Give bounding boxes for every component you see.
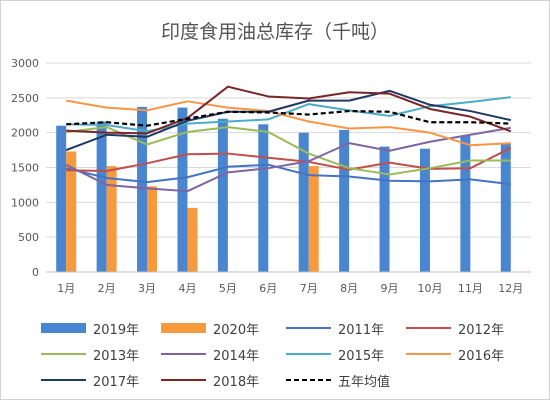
bar-2020年-1月	[66, 151, 77, 272]
bar-2019年-3月	[137, 106, 148, 272]
chart-title: 印度食用油总库存（千吨）	[161, 21, 389, 43]
y-axis: 0 500 1000 1500 2000 2500 3000	[11, 57, 39, 279]
line-2012年	[66, 147, 512, 172]
legend-label: 2016年	[458, 349, 504, 364]
bar-2019年-2月	[96, 121, 107, 273]
legend-label: 2017年	[93, 375, 139, 390]
x-tick-label: 11月	[458, 282, 483, 295]
line-2011年	[65, 163, 511, 186]
line-2017年	[65, 89, 512, 152]
bar-2019年-1月	[56, 125, 67, 272]
bar-2019年-8月	[339, 129, 350, 272]
x-axis: 1月 2月 3月 4月 5月 6月 7月 8月 9月 10月 11月 12月	[46, 271, 531, 295]
bar-2019年-9月	[379, 146, 390, 272]
x-tick-label: 7月	[300, 282, 318, 295]
x-tick-label: 8月	[340, 282, 358, 295]
line-2016年	[66, 99, 511, 147]
x-tick-label: 1月	[57, 282, 75, 295]
bar-2019年-6月	[258, 124, 269, 272]
bar-2020年-3月	[147, 186, 158, 272]
y-tick-label: 500	[18, 231, 39, 244]
line-2013年	[66, 126, 511, 176]
bar-2020年-2月	[106, 166, 117, 272]
legend-label: 2012年	[458, 323, 504, 338]
legend-label: 2018年	[213, 375, 259, 390]
y-tick-label: 1500	[11, 162, 39, 175]
bars-layer	[56, 106, 511, 273]
bar-2019年-12月	[500, 143, 511, 272]
x-tick-label: 3月	[138, 282, 156, 295]
legend-label: 2011年	[338, 323, 384, 338]
y-tick-label: 2000	[11, 127, 39, 140]
line-五年均值	[66, 109, 511, 127]
y-tick-label: 0	[32, 266, 39, 279]
line-2018年	[66, 85, 512, 135]
y-tick-label: 3000	[11, 57, 39, 70]
bar-2019年-11月	[460, 135, 471, 272]
x-tick-label: 9月	[381, 282, 399, 295]
legend-label: 五年均值	[338, 374, 390, 390]
legend-label: 2019年	[93, 323, 139, 338]
bar-2020年-7月	[308, 166, 319, 272]
x-tick-label: 4月	[178, 282, 196, 295]
x-tick-label: 5月	[219, 282, 237, 295]
x-tick-label: 6月	[259, 282, 277, 295]
legend-swatch	[41, 323, 86, 333]
y-tick-label: 1000	[11, 196, 39, 209]
x-tick-label: 12月	[498, 282, 523, 295]
x-tick-label: 2月	[98, 282, 116, 295]
legend: 2019年 2020年 2011年 2012年 2013年 2014年 2015年 2016年…	[41, 323, 504, 390]
bar-2019年-7月	[298, 132, 309, 272]
lines-layer	[65, 85, 512, 193]
line-2014年	[65, 126, 511, 193]
y-tick-label: 2500	[11, 92, 39, 105]
bar-2019年-10月	[419, 148, 430, 272]
line-2015年	[66, 96, 511, 133]
bar-2019年-5月	[217, 118, 228, 272]
x-tick-label: 10月	[417, 282, 442, 295]
bar-2020年-4月	[187, 207, 198, 272]
bar-2019年-4月	[177, 107, 188, 272]
legend-label: 2013年	[93, 349, 139, 364]
legend-label: 2014年	[213, 349, 259, 364]
legend-swatch	[161, 323, 206, 333]
legend-label: 2020年	[213, 323, 259, 338]
legend-label: 2015年	[338, 349, 384, 364]
